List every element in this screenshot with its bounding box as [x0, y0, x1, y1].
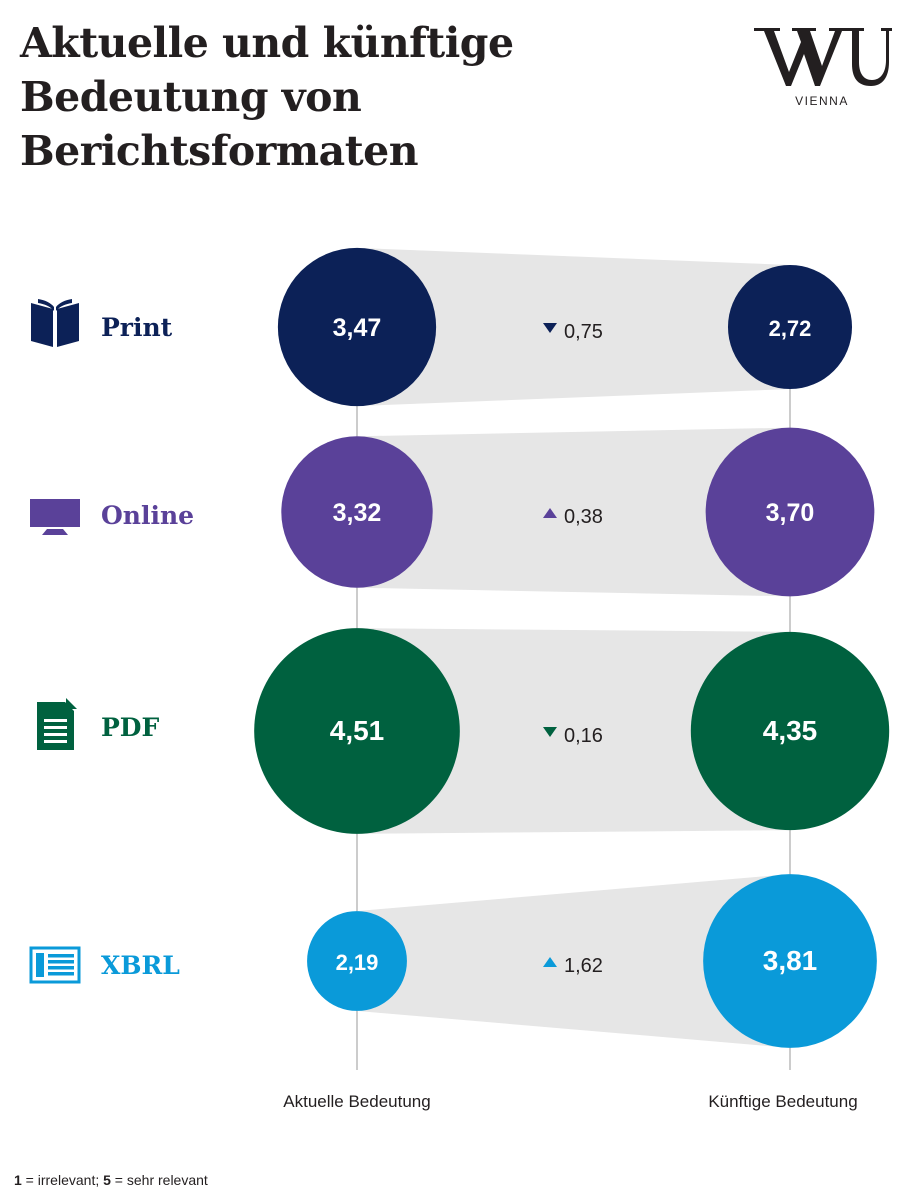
value-label-current: 3,32 [333, 499, 382, 527]
list-frame [29, 946, 81, 984]
logo-subtitle: VIENNA [795, 94, 849, 108]
bubble-current [277, 247, 437, 407]
bubble-current [254, 628, 460, 834]
triangle-up-icon [543, 508, 557, 518]
bubble-future [727, 264, 853, 390]
book-icon [31, 299, 79, 347]
footnote-key-2: 5 [103, 1172, 111, 1188]
connector-band [357, 874, 790, 1048]
book-top-right [56, 299, 72, 311]
document-line [44, 733, 67, 736]
connector-band [357, 247, 790, 407]
title-line: Berichtsformaten [20, 127, 419, 175]
book-page-right [57, 303, 79, 347]
bubble-current [281, 436, 433, 588]
column-label-future: Künftige Bedeutung [708, 1092, 857, 1111]
document-icon [37, 698, 77, 750]
document-fold [66, 698, 77, 709]
list-line [48, 966, 74, 970]
column-label-current: Aktuelle Bedeutung [283, 1092, 430, 1111]
value-label-future: 3,70 [766, 499, 815, 527]
triangle-down-icon [543, 727, 557, 737]
triangle-up-icon [543, 957, 557, 967]
value-label-current: 3,47 [333, 314, 382, 342]
value-label-current: 4,51 [330, 715, 385, 746]
list-bar [36, 953, 44, 977]
monitor-screen [30, 499, 80, 527]
title-line: Bedeutung von [20, 73, 362, 121]
list-line [48, 960, 74, 964]
connector-band [357, 628, 790, 834]
value-label-future: 2,72 [769, 316, 812, 341]
value-label-future: 4,35 [763, 715, 818, 746]
list-line [48, 954, 74, 958]
footnote-text-1: = irrelevant; [21, 1172, 104, 1188]
wu-logo-icon [754, 28, 892, 86]
wu-logo: VIENNA [752, 22, 892, 112]
monitor-stand [42, 529, 68, 535]
page-title: Aktuelle und künftige Bedeutung von Beri… [20, 16, 514, 178]
bubble-future [690, 631, 890, 831]
bubble-future [705, 427, 875, 597]
change-label: 0,75 [564, 321, 603, 343]
document-line [44, 740, 67, 743]
value-label-future: 3,81 [763, 945, 818, 976]
document-line [44, 726, 67, 729]
list-icon [29, 946, 81, 984]
triangle-down-icon [543, 323, 557, 333]
change-label: 0,38 [564, 506, 603, 528]
category-label: XBRL [101, 951, 180, 980]
document-line [44, 719, 67, 722]
footnote-key-1: 1 [14, 1172, 22, 1188]
title-line: Aktuelle und künftige [20, 19, 514, 67]
change-label: 1,62 [564, 955, 603, 977]
category-label: PDF [101, 713, 159, 742]
list-line [48, 972, 74, 976]
category-label: Online [101, 501, 194, 530]
book-top-left [38, 299, 54, 311]
footnote: 1 = irrelevant; 5 = sehr relevant [14, 1172, 208, 1188]
connector-band [357, 427, 790, 597]
category-label: Print [101, 313, 173, 342]
bubble-future [703, 874, 877, 1048]
monitor-icon [30, 499, 80, 535]
bubble-current [307, 911, 407, 1011]
change-label: 0,16 [564, 725, 603, 747]
footnote-text-2: = sehr relevant [110, 1172, 208, 1188]
value-label-current: 2,19 [336, 950, 379, 975]
book-page-left [31, 303, 53, 347]
